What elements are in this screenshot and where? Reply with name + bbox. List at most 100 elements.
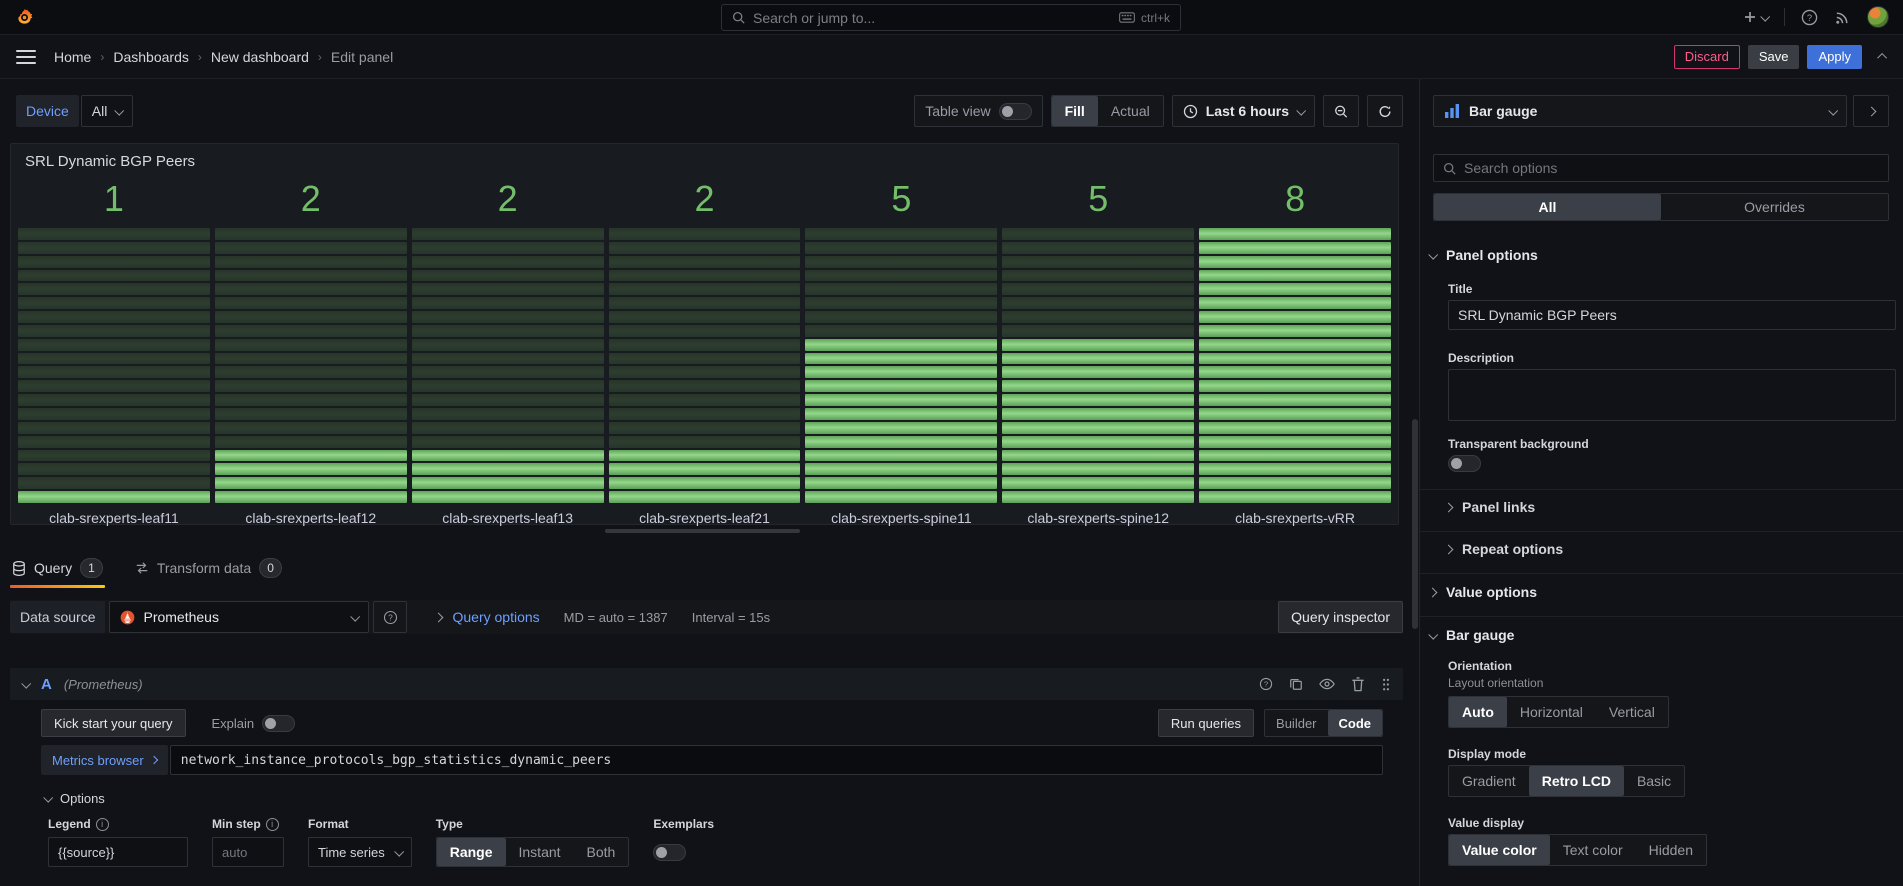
option-vertical[interactable]: Vertical	[1608, 704, 1655, 720]
apply-button[interactable]: Apply	[1807, 44, 1862, 69]
min-step-input[interactable]: auto	[212, 837, 284, 867]
news-icon[interactable]	[1834, 9, 1851, 26]
panel-description-input[interactable]	[1448, 369, 1896, 421]
collapse-query-icon[interactable]	[21, 678, 32, 689]
tab-transform-data[interactable]: Transform data 0	[133, 549, 284, 587]
breadcrumb-home[interactable]: Home	[54, 48, 92, 65]
user-avatar[interactable]	[1867, 6, 1889, 28]
md-info: MD = auto = 1387	[563, 609, 668, 625]
breadcrumb-new-dashboard[interactable]: New dashboard	[210, 48, 309, 65]
bar-cell	[805, 311, 998, 323]
bar-cells	[805, 228, 998, 503]
option-text-color[interactable]: Text color	[1562, 842, 1623, 858]
bar-cell	[1002, 477, 1195, 490]
option-value-color[interactable]: Value color	[1449, 835, 1550, 865]
promql-code-input[interactable]: network_instance_protocols_bgp_statistic…	[169, 745, 1383, 775]
format-select[interactable]: Time series	[308, 837, 412, 867]
exemplars-toggle[interactable]	[653, 843, 687, 861]
grafana-logo[interactable]	[14, 7, 35, 28]
refresh-button[interactable]	[1367, 95, 1403, 127]
legend-label: Legend	[48, 817, 91, 831]
panel-title-input[interactable]: SRL Dynamic BGP Peers	[1448, 300, 1896, 330]
bar-cell	[608, 338, 801, 351]
query-inspector-button[interactable]: Query inspector	[1278, 601, 1403, 633]
collapse-sidebar-button[interactable]	[1853, 95, 1889, 127]
option-actual[interactable]: Actual	[1110, 103, 1150, 119]
section-panel-links[interactable]: Panel links	[1443, 499, 1535, 515]
refresh-icon	[1379, 105, 1391, 117]
add-new-button[interactable]	[1743, 10, 1771, 24]
panel-options-sidebar: Bar gauge Search options All Overrides Pa…	[1419, 79, 1903, 886]
duplicate-icon[interactable]	[1289, 677, 1303, 691]
variable-label-device[interactable]: Device	[16, 95, 79, 127]
search-options-input[interactable]: Search options	[1433, 154, 1889, 182]
section-bar-gauge[interactable]: Bar gauge	[1428, 627, 1514, 643]
option-instant[interactable]: Instant	[518, 844, 561, 860]
query-options-link[interactable]: Query options	[452, 609, 540, 625]
option-code[interactable]: Code	[1327, 710, 1382, 736]
bar-cell	[411, 463, 604, 476]
drag-handle-icon[interactable]	[1381, 677, 1391, 692]
save-button[interactable]: Save	[1747, 44, 1800, 69]
option-horizontal[interactable]: Horizontal	[1519, 704, 1583, 720]
run-queries-button[interactable]: Run queries	[1157, 709, 1255, 737]
section-panel-options[interactable]: Panel options	[1428, 247, 1538, 263]
panel-resize-handle[interactable]	[605, 529, 800, 533]
metrics-browser-button[interactable]: Metrics browser	[41, 745, 168, 775]
chevron-right-icon	[149, 755, 158, 765]
bar-cell	[18, 255, 210, 268]
datasource-help-button[interactable]: ?	[373, 601, 408, 633]
collapse-header-icon[interactable]	[1877, 52, 1888, 63]
option-basic[interactable]: Basic	[1636, 773, 1672, 789]
prometheus-icon	[121, 610, 135, 624]
bar-cell	[805, 394, 998, 406]
bar-cell	[805, 407, 998, 420]
zoom-out-button[interactable]	[1323, 95, 1359, 127]
section-repeat-options[interactable]: Repeat options	[1443, 541, 1563, 557]
help-circle-icon[interactable]: ?	[1259, 677, 1273, 691]
transparent-background-toggle[interactable]	[1448, 455, 1481, 472]
query-editor-toolbar: Kick start your query Explain Run querie…	[41, 709, 1383, 737]
visualization-picker[interactable]: Bar gauge	[1433, 95, 1847, 127]
option-builder[interactable]: Builder	[1276, 715, 1317, 731]
table-view-toggle[interactable]	[998, 102, 1032, 120]
section-value-options[interactable]: Value options	[1427, 584, 1537, 600]
option-retro-lcd[interactable]: Retro LCD	[1528, 766, 1624, 796]
scrollbar[interactable]	[1412, 419, 1418, 629]
bar-cell	[214, 311, 407, 323]
breadcrumb-edit-panel: Edit panel	[330, 48, 394, 65]
breadcrumb-dashboards[interactable]: Dashboards	[113, 48, 189, 65]
option-all[interactable]: All	[1434, 194, 1661, 220]
query-options-collapse[interactable]: Options	[43, 791, 105, 806]
kick-start-query-button[interactable]: Kick start your query	[41, 709, 186, 737]
help-icon[interactable]: ?	[1801, 9, 1818, 26]
bar-value-label: 2	[497, 178, 518, 219]
query-row-header[interactable]: A (Prometheus) ?	[10, 668, 1403, 700]
bar-cell	[411, 269, 604, 282]
option-both[interactable]: Both	[586, 844, 616, 860]
option-overrides[interactable]: Overrides	[1744, 199, 1805, 215]
chevron-right-icon[interactable]	[434, 612, 444, 622]
visualization-panel[interactable]: SRL Dynamic BGP Peers 1 clab-srexperts-le…	[10, 143, 1399, 526]
global-search-input[interactable]: Search or jump to... ctrl+k	[721, 4, 1181, 31]
bar-value-label: 8	[1285, 178, 1306, 219]
tab-query[interactable]: Query 1	[10, 549, 105, 588]
discard-button[interactable]: Discard	[1673, 44, 1740, 69]
option-gradient[interactable]: Gradient	[1462, 773, 1516, 789]
bar-cell	[1199, 297, 1392, 310]
bar-cell	[214, 435, 407, 448]
option-auto[interactable]: Auto	[1449, 697, 1507, 727]
menu-toggle-icon[interactable]	[16, 49, 36, 64]
option-hidden[interactable]: Hidden	[1648, 842, 1693, 858]
trash-icon[interactable]	[1351, 676, 1365, 692]
option-fill[interactable]: Fill	[1051, 96, 1098, 126]
option-range[interactable]: Range	[436, 838, 506, 866]
datasource-select[interactable]: Prometheus	[109, 601, 370, 633]
bar-column: 8 clab-srexperts-vRR	[1199, 172, 1392, 526]
explain-toggle[interactable]	[262, 714, 296, 732]
legend-input[interactable]: {{source}}	[48, 837, 188, 867]
time-range-picker[interactable]: Last 6 hours	[1171, 95, 1315, 127]
table-view-field: Table view	[914, 95, 1043, 127]
eye-icon[interactable]	[1319, 677, 1335, 691]
variable-value-dropdown[interactable]: All	[80, 95, 134, 127]
